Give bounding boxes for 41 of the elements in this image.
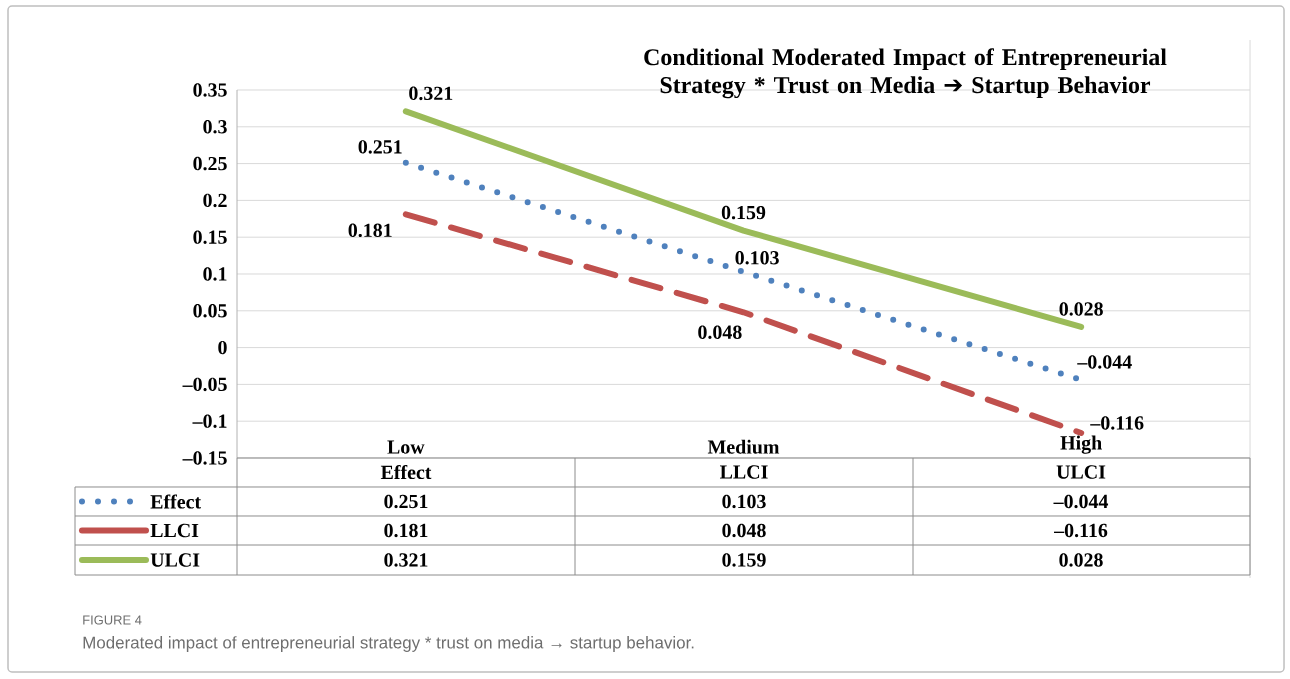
- text: 0.159: [721, 205, 766, 220]
- legend-label: ULCI: [150, 553, 200, 567]
- data-label: –0.116: [1054, 523, 1108, 538]
- y-tick-label: –0.15: [182, 451, 227, 465]
- y-tick-label: –0.05: [182, 377, 227, 392]
- data-label: 0.103: [722, 494, 766, 509]
- data-label: 0.321: [384, 553, 428, 567]
- data-label: 0.028: [1059, 553, 1103, 567]
- text: 0.028: [1059, 302, 1103, 316]
- text: 0.103: [735, 251, 779, 265]
- data-label: 0.048: [722, 523, 766, 538]
- text: 0.321: [409, 86, 453, 101]
- text: –0.044: [1077, 355, 1132, 369]
- data-label: 0.181: [384, 523, 428, 538]
- y-tick-label: –0.1: [192, 414, 227, 428]
- x-tick-label: High: [1060, 435, 1102, 454]
- x-tick-label: Low: [387, 440, 425, 454]
- text: 0.251: [358, 140, 402, 154]
- data-label: –0.044: [1053, 494, 1109, 509]
- y-tick-label: 0.1: [203, 267, 227, 281]
- legend-label: LLCI: [150, 523, 199, 538]
- y-tick-label: 0.2: [203, 193, 227, 208]
- y-tick-label: 0.05: [193, 304, 227, 318]
- data-label: 0.251: [384, 494, 428, 509]
- y-tick-label: 0: [218, 340, 227, 355]
- y-tick-label: 0.3: [203, 120, 227, 134]
- text: Moderated impact of entrepreneurial strategy * trust on media → startup behavior.: [83, 636, 694, 652]
- text: 0.181: [348, 223, 392, 238]
- y-tick-label: 0.35: [193, 83, 227, 97]
- text: Effect: [380, 464, 432, 480]
- y-tick-label: 0.25: [193, 156, 227, 171]
- y-tick-label: 0.15: [193, 230, 227, 244]
- text: –0.116: [1090, 416, 1144, 430]
- caption: FIGURE 4: [83, 615, 142, 625]
- chart-title: Conditional Moderated Impact of Entrepreneurial Strategy * Trust on Media ➔ Startup Behavior: [644, 48, 1167, 99]
- x-tick-label: Medium: [707, 439, 780, 454]
- text: ULCI: [1056, 465, 1106, 479]
- legend-label: Effect: [150, 494, 201, 509]
- text: 0.048: [698, 325, 742, 339]
- text: LLCI: [719, 465, 768, 479]
- data-label: 0.159: [722, 553, 766, 567]
